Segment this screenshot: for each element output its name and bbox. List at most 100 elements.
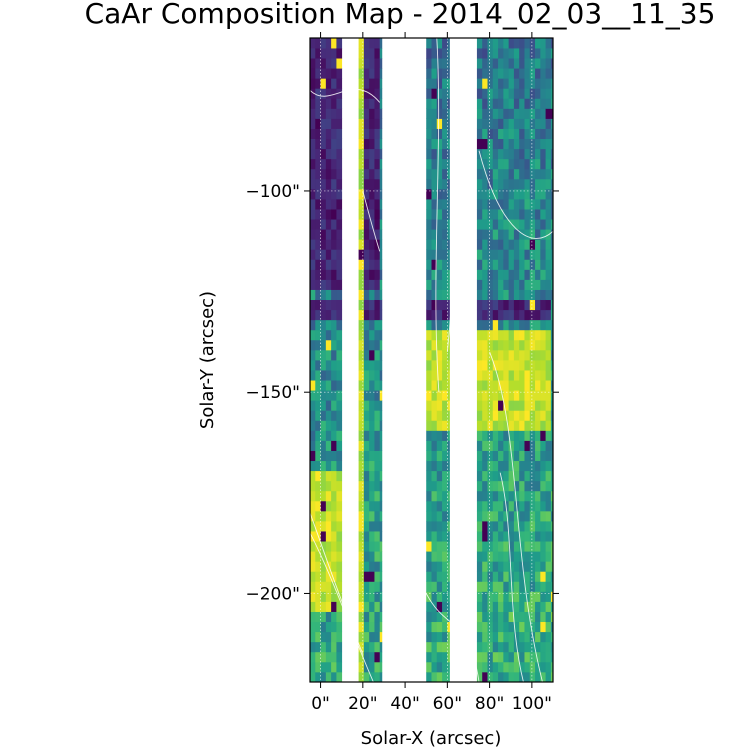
heatmap-cell — [535, 480, 541, 492]
heatmap-cell — [545, 490, 552, 502]
heatmap-cell — [482, 360, 488, 371]
heatmap-cell — [436, 460, 443, 472]
heatmap-cell — [426, 450, 432, 462]
heatmap-cell — [331, 138, 337, 150]
heatmap-cell — [487, 58, 494, 69]
heatmap-cell — [524, 68, 531, 79]
heatmap-cell — [540, 531, 546, 542]
heatmap-cell — [325, 450, 332, 462]
heatmap-cell — [442, 380, 448, 391]
heatmap-cell — [503, 58, 510, 69]
heatmap-cell — [492, 219, 499, 230]
heatmap-cell — [524, 490, 531, 502]
x-tick-label: 80" — [475, 694, 504, 714]
heatmap-cell — [545, 611, 552, 623]
heatmap-cell — [550, 329, 553, 341]
heatmap-cell — [442, 450, 448, 462]
heatmap-cell — [374, 118, 381, 129]
heatmap-cell — [513, 611, 520, 623]
heatmap-cell — [540, 309, 546, 321]
heatmap-cell — [379, 38, 383, 49]
heatmap-cell — [540, 430, 546, 441]
heatmap-cell — [310, 88, 316, 99]
heatmap-cell — [436, 521, 443, 532]
heatmap-cell — [498, 269, 504, 280]
heatmap-cell — [545, 78, 552, 89]
heatmap-cell — [476, 279, 483, 290]
heatmap-cell — [513, 380, 520, 391]
heatmap-cell — [369, 380, 375, 391]
heatmap-cell — [535, 541, 541, 552]
heatmap-cell — [369, 490, 375, 502]
heatmap-cell — [503, 380, 510, 391]
heatmap-cell — [508, 48, 515, 59]
heatmap-cell — [524, 289, 531, 301]
heatmap-cell — [529, 108, 536, 119]
heatmap-cell — [315, 239, 321, 250]
heatmap-cell — [325, 671, 332, 682]
heatmap-cell — [310, 651, 316, 663]
heatmap-cell — [320, 390, 327, 401]
heatmap-cell — [508, 601, 515, 612]
heatmap-cell — [358, 420, 365, 431]
heatmap-cell — [545, 299, 552, 311]
heatmap-cell — [436, 581, 443, 592]
heatmap-cell — [498, 591, 504, 602]
heatmap-cell — [535, 360, 541, 371]
heatmap-cell — [331, 319, 337, 331]
heatmap-cell — [442, 430, 448, 441]
heatmap-cell — [320, 279, 327, 290]
heatmap-cell — [545, 621, 552, 633]
heatmap-cell — [535, 611, 541, 623]
heatmap-cell — [336, 319, 343, 331]
heatmap-cell — [487, 370, 494, 381]
heatmap-cell — [487, 400, 494, 411]
heatmap-cell — [358, 188, 365, 200]
heatmap-cell — [498, 78, 504, 89]
x-tick-label: 0" — [311, 694, 330, 714]
heatmap-cell — [320, 601, 327, 612]
heatmap-cell — [363, 480, 370, 492]
heatmap-cell — [379, 510, 383, 522]
heatmap-cell — [503, 158, 510, 170]
heatmap-cell — [363, 209, 370, 220]
heatmap-cell — [519, 249, 525, 260]
heatmap-cell — [498, 360, 504, 371]
heatmap-cell — [545, 390, 552, 401]
heatmap-cell — [426, 209, 432, 220]
heatmap-cell — [320, 380, 327, 391]
heatmap-cell — [369, 128, 375, 140]
heatmap-cell — [519, 309, 525, 321]
heatmap-cell — [315, 551, 321, 562]
heatmap-cell — [550, 671, 553, 682]
heatmap-cell — [540, 601, 546, 612]
heatmap-cell — [503, 168, 510, 180]
heatmap-cell — [436, 128, 443, 140]
heatmap-cell — [315, 329, 321, 341]
heatmap-cell — [513, 591, 520, 602]
heatmap-cell — [550, 521, 553, 532]
heatmap-cell — [374, 611, 381, 623]
heatmap-cell — [442, 199, 448, 210]
contour-line — [310, 89, 381, 103]
heatmap-cell — [519, 138, 525, 150]
heatmap-cell — [310, 450, 316, 462]
heatmap-cell — [519, 571, 525, 582]
heatmap-cell — [476, 641, 483, 653]
heatmap-cell — [508, 370, 515, 381]
heatmap-cell — [331, 621, 337, 633]
heatmap-cell — [529, 551, 536, 562]
heatmap-cell — [498, 138, 504, 150]
heatmap-cell — [336, 460, 343, 472]
heatmap-cell — [431, 621, 438, 633]
heatmap-cell — [436, 269, 443, 280]
heatmap-cell — [492, 98, 499, 109]
heatmap-cell — [310, 339, 316, 351]
heatmap-cell — [508, 229, 515, 240]
heatmap-cell — [487, 661, 494, 673]
heatmap-cell — [442, 148, 448, 160]
heatmap-cell — [476, 339, 483, 351]
heatmap-cell — [436, 249, 443, 260]
heatmap-cell — [442, 490, 448, 502]
heatmap-cell — [498, 199, 504, 210]
